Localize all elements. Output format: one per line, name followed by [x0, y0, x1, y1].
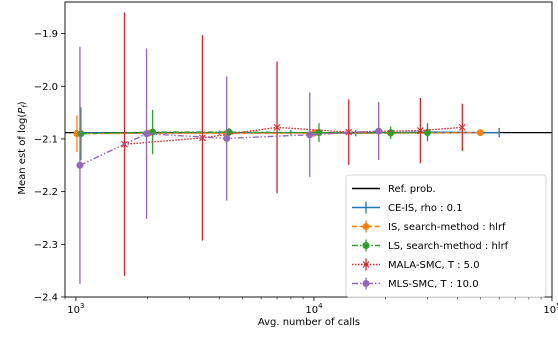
- y-tick-label: −2.1: [34, 134, 58, 145]
- x-tick-label-base: 10: [305, 305, 318, 316]
- y-tick-label: −2.0: [34, 82, 58, 93]
- series-4-point: [458, 123, 466, 131]
- legend-item: IS, search-method : hlrf: [352, 220, 506, 233]
- series-4-point: [417, 127, 424, 134]
- series-5-point: [306, 131, 314, 139]
- series-4: [121, 12, 466, 276]
- legend-item: LS, search-method : hlrf: [352, 239, 509, 252]
- x-tick-label: 105: [543, 302, 558, 316]
- plot-area: [65, 12, 552, 284]
- y-axis-label-sub: f: [21, 104, 29, 108]
- y-axis-label-prefix: Mean est of log(: [17, 114, 28, 195]
- x-axis-label: Avg. number of calls: [258, 317, 360, 328]
- series-5-point: [375, 127, 383, 135]
- series-4-point: [199, 134, 206, 142]
- y-axis-label-suffix: ): [17, 101, 28, 105]
- series-5-point: [143, 130, 151, 138]
- legend-label: CE-IS, rho : 0.1: [388, 203, 463, 214]
- series-4-point: [273, 123, 281, 131]
- legend-marker: [362, 280, 370, 287]
- y-tick-label: −1.9: [34, 29, 58, 40]
- x-tick-label: 104: [305, 302, 323, 316]
- series-3-point: [77, 130, 85, 138]
- y-axis-label-var: P: [17, 107, 28, 114]
- legend-marker: [362, 223, 370, 230]
- series-2-point: [476, 129, 484, 137]
- legend-label: MLS-SMC, T : 10.0: [388, 279, 479, 290]
- y-tick-label: −2.2: [34, 187, 58, 198]
- legend-item: MLS-SMC, T : 10.0: [352, 277, 479, 290]
- series-4-point: [345, 128, 353, 136]
- series-5-point: [76, 161, 84, 169]
- x-tick-label-base: 10: [543, 305, 556, 316]
- plot-clip-group: [65, 12, 552, 284]
- x-tick-label-exp: 4: [318, 302, 323, 310]
- x-tick-label-exp: 3: [80, 302, 84, 310]
- x-tick-label: 103: [67, 302, 84, 316]
- legend: Ref. prob. CE-IS, rho : 0.1 IS, search-met…: [345, 174, 547, 298]
- legend-marker: [362, 261, 370, 268]
- series-4-line: [124, 126, 463, 145]
- legend-marker: [362, 242, 370, 249]
- legend-label: MALA-SMC, T : 5.0: [388, 260, 480, 271]
- series-3-point: [387, 129, 395, 137]
- x-tick-label-exp: 5: [556, 302, 558, 310]
- legend-box: [345, 174, 547, 298]
- axes-frame: [64, 1, 553, 298]
- x-tick-label-base: 10: [67, 305, 80, 316]
- legend-label: LS, search-method : hlrf: [388, 241, 509, 252]
- y-axis-label: Mean est of log(Pf): [17, 101, 29, 194]
- legend-item: CE-IS, rho : 0.1: [352, 201, 463, 214]
- legend-label: Ref. prob.: [388, 184, 436, 195]
- legend-item: MALA-SMC, T : 5.0: [352, 258, 480, 271]
- y-tick-label: −2.4: [34, 293, 58, 304]
- axes-border: [64, 1, 553, 298]
- legend-label: IS, search-method : hlrf: [388, 222, 506, 233]
- series-5: [76, 46, 383, 284]
- series-3: [77, 107, 432, 161]
- series-3-line: [80, 131, 428, 135]
- series-5-point: [223, 134, 231, 142]
- legend-item: Ref. prob.: [352, 184, 436, 195]
- y-tick-label: −2.3: [34, 240, 58, 251]
